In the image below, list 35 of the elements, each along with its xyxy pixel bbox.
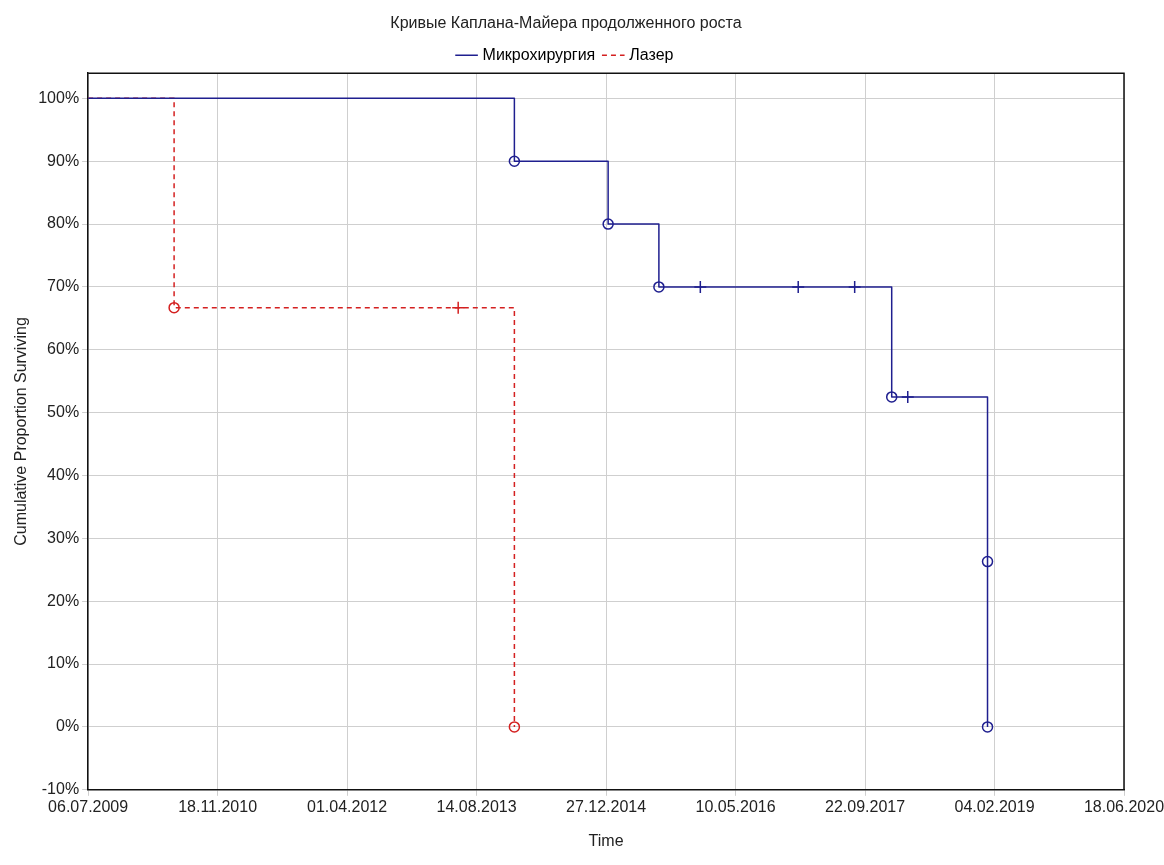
y-tick-label: -10%: [41, 780, 80, 798]
y-tick-label: 0%: [56, 717, 80, 735]
y-tick-label: 20%: [47, 591, 80, 609]
y-tick-label: 40%: [47, 465, 80, 483]
point: [653, 281, 665, 293]
y-tick-label: 60%: [47, 340, 80, 358]
point: [508, 155, 521, 167]
point: [602, 218, 614, 230]
y-tick-label: 100%: [38, 88, 80, 106]
y-tick-label: 80%: [47, 214, 80, 232]
y-axis-title: Cumulative Proportion Surviving: [12, 317, 30, 546]
point: [981, 721, 994, 733]
y-tick-label: 30%: [47, 528, 80, 546]
x-tick-label: 18.11.2010: [178, 798, 258, 816]
point: [508, 721, 521, 733]
y-tick-label: 50%: [47, 403, 80, 421]
x-tick-label: 04.02.2019: [954, 798, 1035, 816]
x-axis-title: Time: [588, 831, 624, 849]
x-tick-label: 14.08.2013: [436, 798, 517, 816]
legend-label: Лазер: [629, 45, 674, 63]
point: [451, 300, 465, 315]
x-tick-label: 01.04.2012: [307, 798, 388, 816]
point: [981, 555, 994, 568]
y-tick-label: 10%: [47, 654, 80, 672]
point: [885, 391, 898, 403]
x-tick-label: 22.09.2017: [824, 798, 906, 816]
y-tick-label: 70%: [47, 277, 80, 295]
x-tick-label: 27.12.2014: [566, 798, 647, 816]
legend-label: Микрохирургия: [482, 45, 596, 63]
point: [168, 301, 180, 314]
x-tick-label: 10.05.2016: [695, 798, 776, 816]
y-tick-label: 90%: [47, 151, 80, 169]
x-tick-label: 18.06.2020: [1083, 798, 1164, 816]
x-tick-label: 06.07.2009: [48, 798, 129, 816]
chart-title: Кривые Каплана-Майера продолженного роста: [390, 14, 742, 32]
